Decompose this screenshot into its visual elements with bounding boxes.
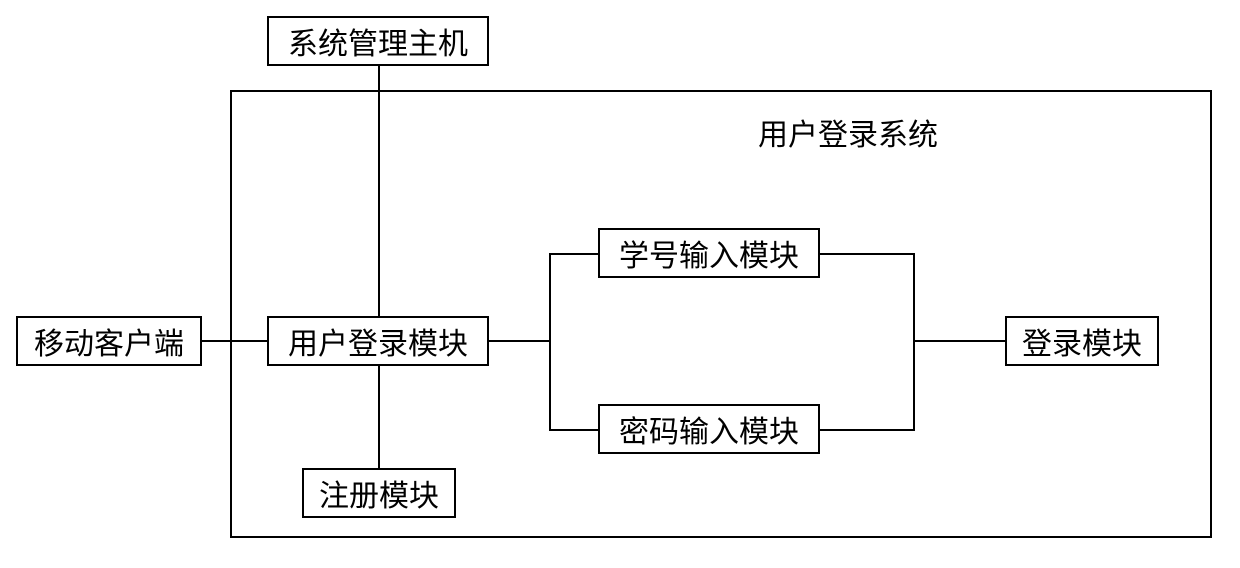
edge-0 (378, 66, 380, 316)
node-system_host: 系统管理主机 (267, 16, 489, 66)
node-login_mod: 登录模块 (1005, 316, 1159, 366)
edge-1 (202, 340, 267, 342)
edge-10 (913, 340, 1005, 342)
edge-4 (549, 253, 551, 429)
container-title: 用户登录系统 (758, 110, 938, 154)
edge-8 (820, 429, 915, 431)
node-user_login_mod: 用户登录模块 (267, 316, 489, 366)
node-mobile_client: 移动客户端 (16, 316, 202, 366)
edge-2 (378, 366, 380, 468)
edge-7 (820, 253, 915, 255)
edge-5 (549, 253, 598, 255)
edge-9 (913, 253, 915, 431)
edge-6 (549, 429, 598, 431)
node-password_mod: 密码输入模块 (598, 404, 820, 454)
edge-3 (489, 340, 549, 342)
node-student_id_mod: 学号输入模块 (598, 228, 820, 278)
node-register_mod: 注册模块 (302, 468, 456, 518)
diagram-canvas: 用户登录系统 系统管理主机移动客户端 用户登录模块注册模块 学号输入模块密码输入模块 登… (0, 0, 1240, 568)
